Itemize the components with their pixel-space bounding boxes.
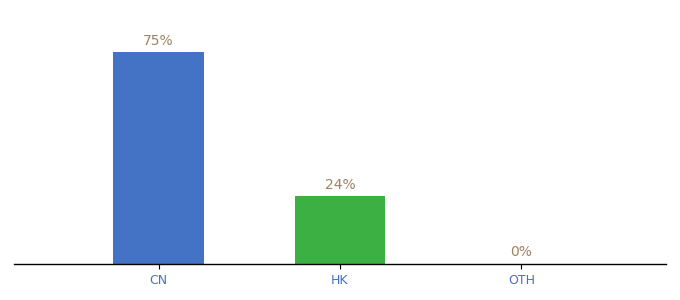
- Text: 0%: 0%: [511, 245, 532, 259]
- Bar: [114, 52, 204, 264]
- Bar: [294, 196, 386, 264]
- Text: 24%: 24%: [324, 178, 356, 192]
- Text: 75%: 75%: [143, 34, 174, 48]
